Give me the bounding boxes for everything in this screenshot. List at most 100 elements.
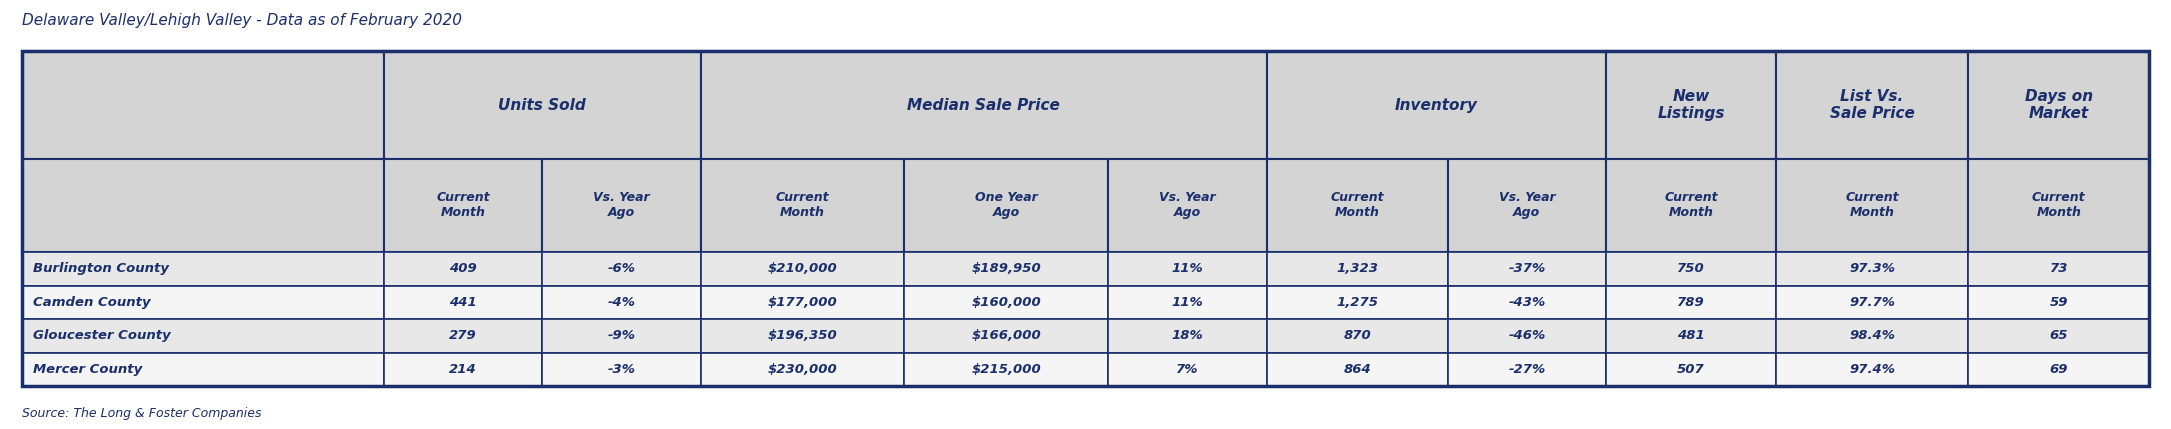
Bar — [384, 286, 543, 319]
Text: -46%: -46% — [1509, 329, 1546, 342]
Text: 97.7%: 97.7% — [1850, 296, 1895, 309]
Bar — [1969, 51, 2149, 159]
Bar — [905, 286, 1107, 319]
Text: Current
Month: Current Month — [1331, 191, 1383, 219]
Text: $160,000: $160,000 — [970, 296, 1042, 309]
Bar — [701, 252, 905, 286]
Bar — [701, 319, 905, 353]
Bar — [384, 51, 701, 159]
Text: Camden County: Camden County — [33, 296, 150, 309]
Bar — [1607, 353, 1776, 386]
Text: 1,275: 1,275 — [1335, 296, 1379, 309]
Text: 864: 864 — [1344, 363, 1370, 376]
Text: 441: 441 — [449, 296, 478, 309]
Text: Current
Month: Current Month — [2032, 191, 2086, 219]
Text: 7%: 7% — [1177, 363, 1198, 376]
Bar — [1266, 252, 1448, 286]
Text: Vs. Year
Ago: Vs. Year Ago — [593, 191, 649, 219]
Bar — [905, 159, 1107, 252]
Text: Inventory: Inventory — [1394, 97, 1478, 112]
Bar — [22, 319, 384, 353]
Bar — [1607, 286, 1776, 319]
Text: Burlington County: Burlington County — [33, 263, 169, 275]
Bar — [1448, 353, 1607, 386]
Bar — [1266, 319, 1448, 353]
Bar — [1448, 319, 1607, 353]
Bar — [384, 252, 543, 286]
Bar — [1969, 353, 2149, 386]
Text: Vs. Year
Ago: Vs. Year Ago — [1498, 191, 1554, 219]
Text: Gloucester County: Gloucester County — [33, 329, 169, 342]
Bar — [1776, 319, 1969, 353]
Bar — [1107, 353, 1266, 386]
Bar — [1969, 319, 2149, 353]
Bar — [1107, 159, 1266, 252]
Bar — [543, 286, 701, 319]
Text: $215,000: $215,000 — [970, 363, 1042, 376]
Text: One Year
Ago: One Year Ago — [975, 191, 1038, 219]
Bar — [905, 353, 1107, 386]
Text: 870: 870 — [1344, 329, 1370, 342]
Text: 279: 279 — [449, 329, 478, 342]
Bar — [1448, 252, 1607, 286]
Text: $210,000: $210,000 — [769, 263, 838, 275]
Bar — [543, 353, 701, 386]
Text: Median Sale Price: Median Sale Price — [907, 97, 1059, 112]
Text: $166,000: $166,000 — [970, 329, 1042, 342]
Text: $230,000: $230,000 — [769, 363, 838, 376]
Text: 97.4%: 97.4% — [1850, 363, 1895, 376]
Text: 69: 69 — [2049, 363, 2069, 376]
Text: Current
Month: Current Month — [436, 191, 491, 219]
Bar — [1107, 319, 1266, 353]
Text: 750: 750 — [1676, 263, 1704, 275]
Text: -6%: -6% — [608, 263, 636, 275]
Text: Source: The Long & Foster Companies: Source: The Long & Foster Companies — [22, 408, 261, 420]
Text: -37%: -37% — [1509, 263, 1546, 275]
Bar — [543, 252, 701, 286]
Bar — [1776, 51, 1969, 159]
Text: -43%: -43% — [1509, 296, 1546, 309]
Text: 11%: 11% — [1172, 263, 1203, 275]
Bar — [1266, 159, 1448, 252]
Text: New
Listings: New Listings — [1656, 89, 1724, 121]
Bar — [1776, 353, 1969, 386]
Bar — [1969, 252, 2149, 286]
Bar — [1107, 286, 1266, 319]
Bar — [384, 353, 543, 386]
Bar — [22, 159, 384, 252]
Bar — [22, 51, 2149, 386]
Text: Vs. Year
Ago: Vs. Year Ago — [1159, 191, 1216, 219]
Bar — [1607, 252, 1776, 286]
Text: Current
Month: Current Month — [1665, 191, 1717, 219]
Text: 1,323: 1,323 — [1335, 263, 1379, 275]
Text: 18%: 18% — [1172, 329, 1203, 342]
Bar — [905, 252, 1107, 286]
Bar — [384, 159, 543, 252]
Text: -9%: -9% — [608, 329, 636, 342]
Bar — [22, 353, 384, 386]
Bar — [22, 286, 384, 319]
Text: Delaware Valley/Lehigh Valley - Data as of February 2020: Delaware Valley/Lehigh Valley - Data as … — [22, 13, 462, 28]
Text: $177,000: $177,000 — [769, 296, 838, 309]
Bar — [905, 319, 1107, 353]
Text: 789: 789 — [1676, 296, 1704, 309]
Bar — [22, 252, 384, 286]
Bar — [1607, 319, 1776, 353]
Bar — [1607, 159, 1776, 252]
Bar — [543, 319, 701, 353]
Bar — [701, 159, 905, 252]
Text: Current
Month: Current Month — [1845, 191, 1900, 219]
Bar — [701, 353, 905, 386]
Text: -3%: -3% — [608, 363, 636, 376]
Text: 65: 65 — [2049, 329, 2069, 342]
Text: 59: 59 — [2049, 296, 2069, 309]
Text: -27%: -27% — [1509, 363, 1546, 376]
Bar — [1266, 51, 1607, 159]
Bar — [1776, 159, 1969, 252]
Bar — [1448, 159, 1607, 252]
Text: -4%: -4% — [608, 296, 636, 309]
Text: Mercer County: Mercer County — [33, 363, 141, 376]
Text: $189,950: $189,950 — [970, 263, 1042, 275]
Text: 409: 409 — [449, 263, 478, 275]
Text: Current
Month: Current Month — [775, 191, 829, 219]
